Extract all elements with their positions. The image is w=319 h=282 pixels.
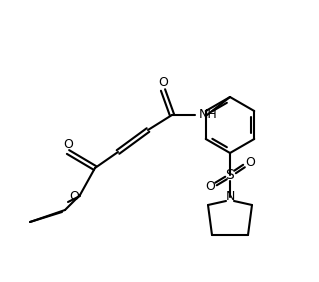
- Text: S: S: [226, 168, 234, 182]
- Text: O: O: [158, 76, 168, 89]
- Text: O: O: [245, 157, 255, 169]
- Text: N: N: [225, 191, 235, 204]
- Text: O: O: [69, 190, 79, 202]
- Text: NH: NH: [199, 109, 218, 122]
- Text: O: O: [63, 138, 73, 151]
- Text: O: O: [205, 180, 215, 193]
